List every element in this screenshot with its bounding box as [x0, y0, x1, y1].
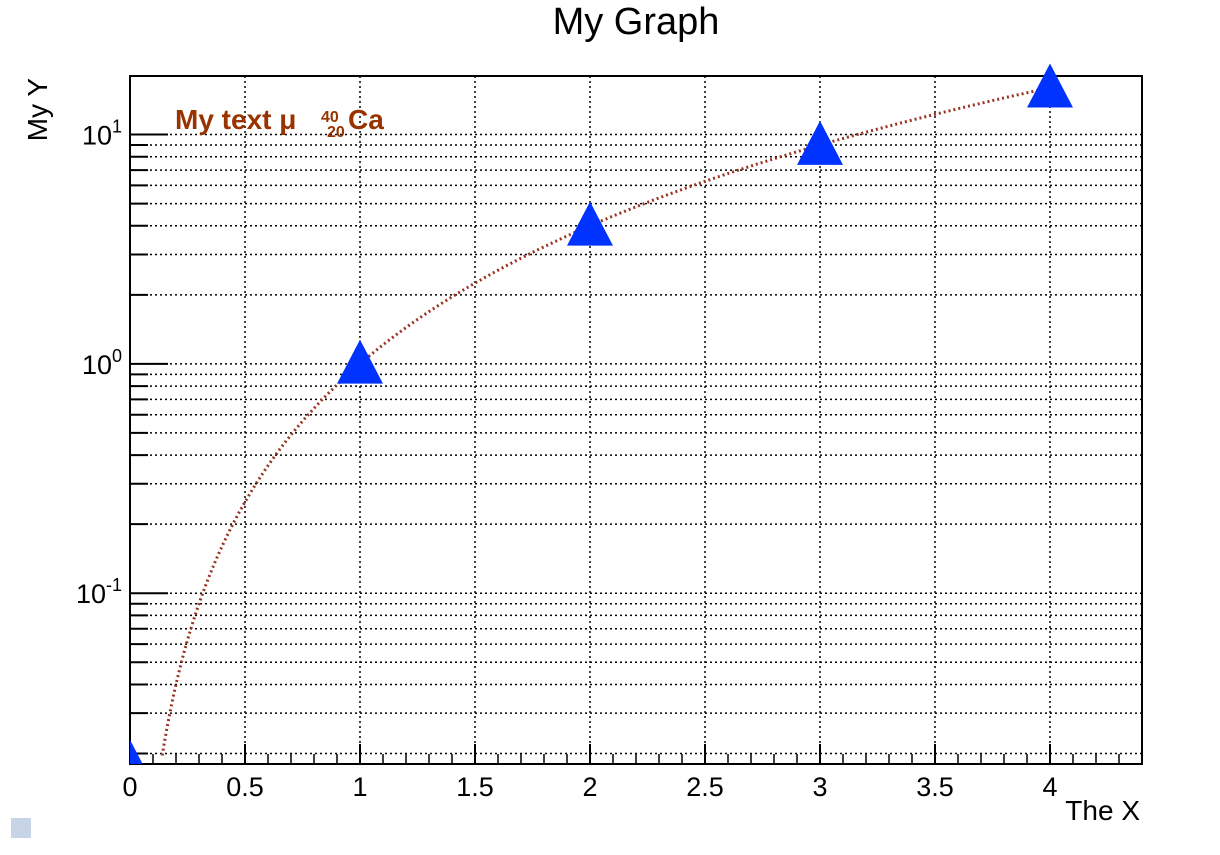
annotation-element: Ca — [348, 104, 384, 135]
x-tick-label: 0.5 — [226, 772, 264, 802]
curve-layer — [160, 86, 1051, 756]
grid-layer — [130, 76, 1142, 764]
y-tick-label: 101 — [82, 117, 122, 151]
data-point-marker — [130, 739, 143, 764]
data-point-marker — [337, 339, 383, 384]
x-tick-label: 2.5 — [686, 772, 724, 802]
data-point-marker — [1027, 63, 1073, 108]
y-tick-label: 100 — [82, 346, 122, 380]
data-point-marker — [567, 201, 613, 246]
x-tick-label: 2 — [582, 772, 597, 802]
tick-layer — [129, 133, 1143, 764]
data-point-marker — [797, 120, 843, 165]
y-axis-label: My Y — [22, 78, 53, 142]
x-tick-label: 0 — [122, 772, 137, 802]
plot-frame — [129, 75, 1143, 765]
series-curve — [160, 86, 1051, 756]
x-tick-label: 1 — [352, 772, 367, 802]
y-tick-label: 10-1 — [76, 575, 122, 609]
chart-title: My Graph — [553, 1, 720, 43]
label-layer: 0 0.5 1 1.5 2 2.5 3 3.5 4 10-1 100 101 — [76, 117, 1058, 802]
x-tick-label: 3.5 — [916, 772, 954, 802]
x-tick-label: 3 — [812, 772, 827, 802]
annotation-superscript: 40 — [321, 109, 339, 126]
x-tick-label: 4 — [1042, 772, 1057, 802]
status-square — [11, 818, 31, 838]
annotation-subscript: 20 — [327, 124, 345, 141]
marker-layer — [130, 63, 1073, 764]
annotation-text: My text μ — [175, 104, 296, 135]
x-axis-label: The X — [1065, 795, 1140, 826]
x-tick-label: 1.5 — [456, 772, 494, 802]
